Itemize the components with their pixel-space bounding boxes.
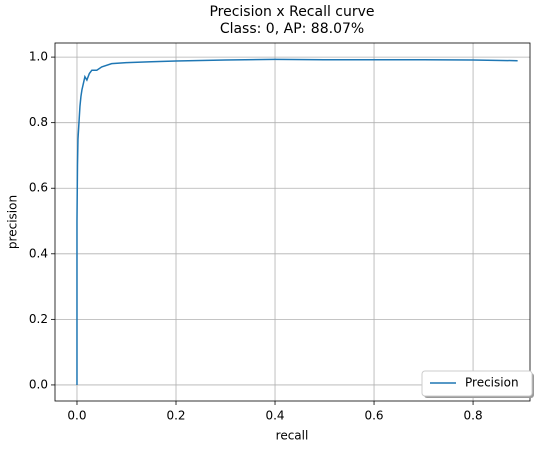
chart-title: Precision x Recall curve — [209, 4, 374, 20]
chart-subtitle: Class: 0, AP: 88.07% — [220, 21, 364, 37]
y-tick-label: 0.8 — [29, 115, 48, 129]
x-tick-label: 0.4 — [265, 409, 284, 423]
y-tick-label: 0.4 — [29, 246, 48, 260]
plot-frame — [54, 42, 531, 402]
line-series — [76, 58, 518, 385]
x-tick-label: 0.8 — [464, 409, 483, 423]
y-tick-label: 0.2 — [29, 312, 48, 326]
legend-label: Precision — [465, 376, 519, 390]
x-tick-label: 0.6 — [364, 409, 383, 423]
x-tick-label: 0.0 — [67, 409, 86, 423]
y-tick-label: 0.6 — [29, 181, 48, 195]
y-tick-label: 0.0 — [29, 377, 48, 391]
y-tick-label: 1.0 — [29, 50, 48, 64]
y-axis-label: precision — [6, 195, 20, 249]
x-axis-label: recall — [276, 429, 309, 443]
x-tick-label: 0.2 — [166, 409, 185, 423]
legend-box — [421, 370, 533, 397]
